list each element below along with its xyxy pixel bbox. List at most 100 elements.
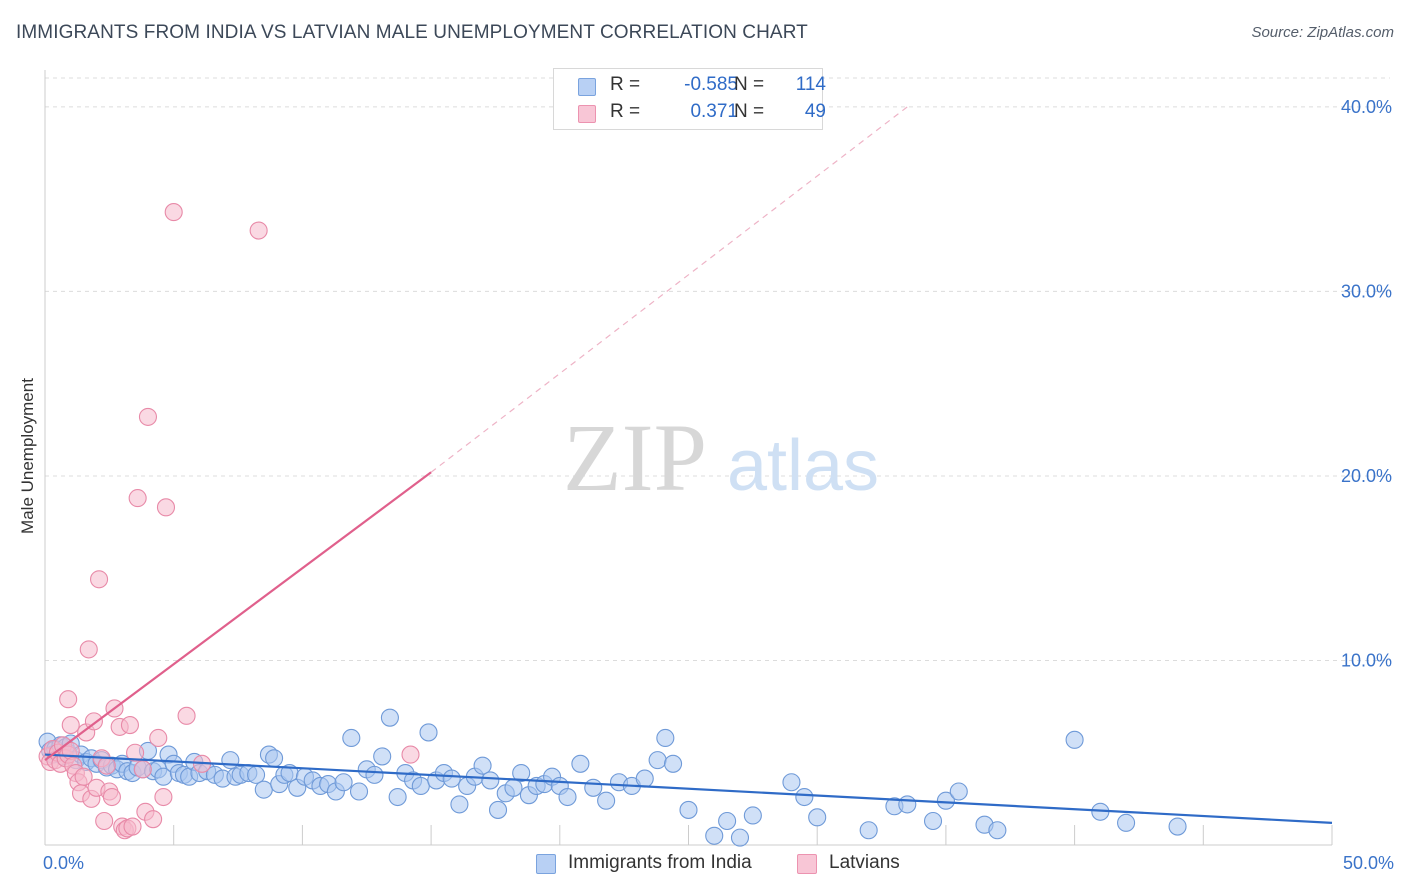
latvians-point [177, 706, 196, 725]
india-legend-label: Immigrants from India [568, 852, 752, 873]
india-legend-swatch [536, 854, 556, 874]
latvians-point [95, 811, 114, 831]
india-point [679, 800, 698, 819]
watermark-atlas: atlas [727, 426, 879, 506]
india-point [988, 821, 1007, 840]
latvians-point [90, 570, 109, 589]
latvians-trend-extension [430, 106, 908, 473]
latvians-point [74, 767, 93, 786]
watermark: ZIP atlas [563, 404, 879, 511]
india-point [411, 776, 430, 796]
data-points [38, 203, 1187, 847]
india-point [795, 787, 814, 807]
india-point [481, 771, 500, 790]
india-point [254, 780, 273, 799]
stats-legend: R = -0.585 N = 114 R = 0.371 N = 49 [553, 68, 826, 130]
latvians-point [249, 221, 268, 240]
latvians-point [128, 489, 147, 508]
india-point [380, 708, 399, 727]
latvians-point [401, 745, 420, 764]
india-point [1168, 817, 1187, 836]
latvians-point [144, 810, 163, 829]
r-label: R = [610, 74, 641, 95]
india-point [473, 756, 492, 775]
india-trend-line [44, 753, 1333, 824]
latvians-point [61, 716, 80, 735]
latvians-trend-line [44, 471, 432, 762]
latvians-point [156, 498, 176, 517]
latvians-point [59, 690, 78, 709]
india-point [365, 765, 384, 784]
latvians-point [97, 756, 116, 775]
latvians-point [120, 716, 139, 735]
india-point [419, 723, 438, 742]
india-point [808, 808, 827, 827]
india-point [705, 826, 724, 845]
india-point [265, 749, 284, 768]
r-value: -0.585 [684, 74, 738, 95]
trend-lines [44, 106, 1333, 824]
latvians-point [149, 728, 168, 748]
india-point [450, 795, 469, 814]
r-value: 0.371 [690, 101, 738, 122]
latvians-legend-swatch [797, 854, 817, 874]
latvians-point [138, 407, 158, 426]
india-point [442, 769, 461, 788]
india-point [718, 811, 737, 831]
india-point [342, 728, 361, 748]
india-point [334, 773, 353, 792]
india-point [635, 769, 654, 788]
india-point [923, 811, 943, 831]
y-tick-label: 40.0% [1341, 97, 1392, 117]
source-credit: Source: ZipAtlas.com [1251, 24, 1394, 41]
india-point [656, 728, 675, 748]
latvians-point [164, 203, 183, 222]
india-point [1117, 813, 1136, 832]
india-swatch [578, 78, 596, 96]
india-point [859, 821, 878, 840]
india-point [597, 791, 616, 810]
x-tick-label: 0.0% [43, 853, 84, 873]
chart-title: IMMIGRANTS FROM INDIA VS LATVIAN MALE UN… [16, 22, 808, 43]
latvians-swatch [578, 105, 596, 123]
india-point [936, 791, 955, 810]
india-point [1065, 730, 1084, 749]
india-point [373, 747, 392, 766]
latvians-legend-label: Latvians [829, 852, 900, 873]
india-point [558, 787, 577, 807]
r-label: R = [610, 101, 641, 122]
india-point [949, 782, 968, 801]
watermark-zip: ZIP [563, 404, 707, 511]
n-value: 49 [804, 101, 826, 122]
india-point [488, 800, 508, 819]
india-point [571, 754, 590, 773]
latvians-point [79, 640, 98, 659]
india-point [512, 763, 531, 783]
y-tick-label: 10.0% [1341, 650, 1392, 670]
india-point [782, 773, 801, 792]
y-tick-label: 20.0% [1341, 466, 1392, 486]
gridlines [45, 77, 1390, 661]
n-label: N = [734, 101, 765, 122]
india-point [898, 795, 917, 814]
india-point [388, 787, 407, 807]
latvians-point [123, 817, 142, 836]
india-point [349, 782, 369, 801]
axes [44, 70, 1333, 846]
india-point [648, 751, 667, 770]
india-point [221, 751, 240, 770]
latvians-point [154, 787, 173, 807]
latvians-point [102, 787, 121, 807]
india-point [730, 828, 750, 847]
india-point [584, 778, 603, 797]
india-point [743, 806, 762, 825]
latvians-point [126, 743, 145, 762]
x-tick-label: 50.0% [1343, 853, 1394, 873]
india-point [664, 754, 683, 773]
y-tick-label: 30.0% [1341, 281, 1392, 301]
n-value: 114 [795, 74, 826, 95]
n-label: N = [734, 74, 765, 95]
tick-labels: 10.0% 20.0% 30.0% 40.0% 0.0% 50.0% [43, 97, 1394, 873]
